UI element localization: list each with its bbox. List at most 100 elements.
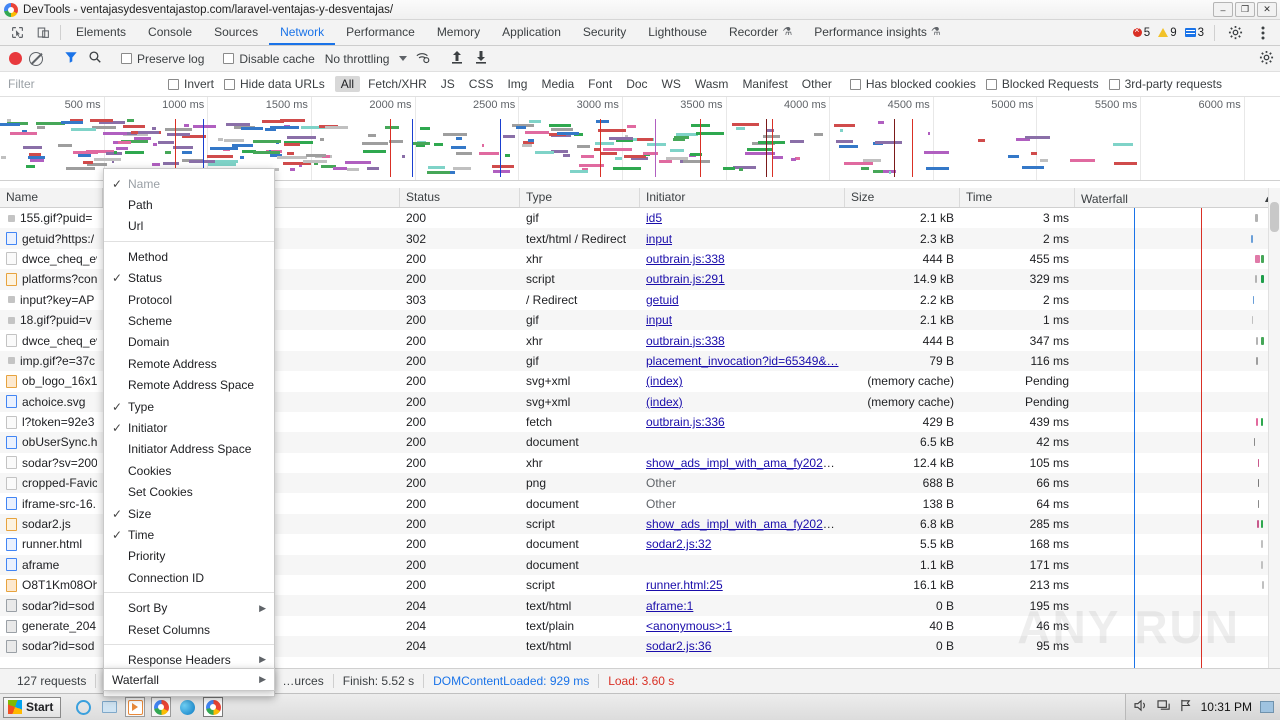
table-row[interactable]: aframe 200 document 1.1 kB 171 ms bbox=[0, 554, 1280, 576]
table-scrollbar[interactable] bbox=[1268, 188, 1280, 668]
cell-initiator[interactable]: input bbox=[640, 313, 845, 327]
context-menu-item-initiator-address-space[interactable]: Initiator Address Space bbox=[104, 439, 274, 460]
cell-initiator-link[interactable]: runner.html:25 bbox=[646, 578, 723, 593]
context-menu-item-type[interactable]: ✓ Type bbox=[104, 396, 274, 417]
network-settings-icon[interactable] bbox=[1259, 50, 1280, 68]
context-menu-item-remote-address-space[interactable]: Remote Address Space bbox=[104, 375, 274, 396]
column-context-menu[interactable]: ✓ Name Path Url Method ✓ Status Protocol Scheme D… bbox=[103, 168, 275, 697]
cell-initiator[interactable]: outbrain.js:291 bbox=[640, 272, 845, 286]
tab-performance-insights[interactable]: Performance insights ⚗ bbox=[803, 20, 952, 45]
cell-initiator[interactable]: sodar2.js:32 bbox=[640, 537, 845, 551]
tab-lighthouse[interactable]: Lighthouse bbox=[637, 20, 718, 45]
context-menu-item-name[interactable]: ✓ Name bbox=[104, 173, 274, 194]
cell-initiator-link[interactable]: sodar2.js:36 bbox=[646, 639, 712, 654]
cell-initiator-link[interactable]: outbrain.js:291 bbox=[646, 272, 725, 287]
context-menu-item-url[interactable]: Url bbox=[104, 216, 274, 237]
cell-initiator-link[interactable]: show_ads_impl_with_ama_fy2021.j… bbox=[646, 455, 845, 470]
blocked-requests-checkbox[interactable]: Blocked Requests bbox=[985, 77, 1099, 91]
table-row[interactable]: l?token=92e3c_5176_1710…3493&…200fetchou… bbox=[0, 412, 1280, 432]
cell-initiator[interactable]: aframe:1 bbox=[640, 599, 845, 613]
filter-type-ws[interactable]: WS bbox=[661, 77, 681, 91]
hide-data-urls-checkbox[interactable]: Hide data URLs bbox=[224, 77, 325, 91]
table-row[interactable]: platforms?conasydesven…ntajastop…200scri… bbox=[0, 269, 1280, 290]
cell-initiator-link[interactable]: outbrain.js:338 bbox=[646, 251, 725, 266]
taskbar-chrome-icon[interactable] bbox=[151, 697, 172, 717]
chevron-down-icon[interactable] bbox=[399, 56, 408, 61]
cell-name[interactable]: input?key=AP bbox=[0, 293, 103, 307]
info-counter[interactable]: 3 bbox=[1182, 27, 1207, 39]
column-header-initiator[interactable]: Initiator bbox=[640, 188, 845, 207]
tab-application[interactable]: Application bbox=[491, 20, 572, 45]
filter-type-img[interactable]: Img bbox=[507, 77, 528, 91]
cell-name[interactable]: platforms?con bbox=[0, 272, 103, 286]
cell-initiator-link[interactable]: show_ads_impl_with_ama_fy2021.j… bbox=[646, 517, 845, 532]
network-overview-timeline[interactable]: 500 ms 1000 ms 1500 ms 2000 ms 2500 ms 3000 m… bbox=[0, 97, 1280, 181]
context-menu-item-reset-columns[interactable]: Reset Columns bbox=[104, 619, 274, 640]
cell-initiator[interactable]: <anonymous>:1 bbox=[640, 619, 845, 633]
context-menu-item-status[interactable]: ✓ Status bbox=[104, 268, 274, 289]
cell-initiator[interactable]: (index) bbox=[640, 395, 845, 409]
clock[interactable]: 10:31 PM bbox=[1200, 700, 1252, 714]
has-blocked-cookies-checkbox[interactable]: Has blocked cookies bbox=[849, 77, 976, 91]
context-menu-item-priority[interactable]: Priority bbox=[104, 546, 274, 567]
context-menu-item-connection-id[interactable]: Connection ID bbox=[104, 567, 274, 588]
throttling-select[interactable]: No throttling bbox=[324, 51, 390, 66]
tab-elements[interactable]: Elements bbox=[65, 20, 137, 45]
table-row[interactable]: 18.gif?puid=vpr_consent=…mU9…200gifinput… bbox=[0, 309, 1280, 331]
column-header-waterfall[interactable]: Waterfall ▲ bbox=[1075, 188, 1280, 207]
cell-initiator[interactable]: show_ads_impl_with_ama_fy2021.j… bbox=[640, 456, 845, 470]
import-har-icon[interactable] bbox=[450, 50, 464, 67]
cell-name[interactable]: sodar?sv=200 bbox=[0, 456, 103, 470]
third-party-requests-checkbox[interactable]: 3rd-party requests bbox=[1108, 77, 1222, 91]
tab-network[interactable]: Network bbox=[269, 20, 336, 45]
tab-console[interactable]: Console bbox=[137, 20, 203, 45]
table-row[interactable]: sodar?id=sod 204 text/html sodar2.js:36 0 B 9… bbox=[0, 636, 1280, 657]
table-row[interactable]: achoice.svg 200 svg+xml (index) (memory cach… bbox=[0, 391, 1280, 412]
maximize-button[interactable]: ❐ bbox=[1235, 2, 1255, 17]
cell-initiator[interactable]: runner.html:25 bbox=[640, 578, 845, 592]
start-button[interactable]: Start bbox=[3, 696, 62, 718]
device-toolbar-icon[interactable] bbox=[30, 20, 56, 45]
context-menu-item-size[interactable]: ✓ Size bbox=[104, 503, 274, 524]
context-menu-item-initiator[interactable]: ✓ Initiator bbox=[104, 417, 274, 438]
cell-initiator-link[interactable]: <anonymous>:1 bbox=[646, 619, 733, 633]
cell-name[interactable]: obUserSync.ht bbox=[0, 435, 103, 449]
table-row[interactable]: imp.gif?e=37c9c9225c24f…69e64e…200gifpla… bbox=[0, 350, 1280, 372]
cell-initiator-link[interactable]: input bbox=[646, 231, 673, 246]
taskbar-media-player-icon[interactable] bbox=[125, 697, 146, 717]
tab-performance[interactable]: Performance bbox=[335, 20, 426, 45]
cell-initiator[interactable]: show_ads_impl_with_ama_fy2021.j… bbox=[640, 517, 845, 531]
preserve-log-checkbox[interactable]: Preserve log bbox=[121, 52, 204, 66]
context-menu-item-method[interactable]: Method bbox=[104, 246, 274, 267]
cell-initiator-link[interactable]: input bbox=[646, 313, 673, 328]
cell-initiator[interactable]: id5 bbox=[640, 211, 845, 225]
filter-icon[interactable] bbox=[64, 50, 78, 67]
cell-name[interactable]: l?token=92e3 bbox=[0, 415, 103, 429]
context-menu-item-time[interactable]: ✓ Time bbox=[104, 524, 274, 545]
cell-name[interactable]: aframe bbox=[0, 558, 103, 572]
context-menu-item-cookies[interactable]: Cookies bbox=[104, 460, 274, 481]
taskbar-edge-icon[interactable] bbox=[177, 697, 197, 717]
context-menu-item-waterfall-overlay[interactable]: Waterfall ▶ bbox=[103, 668, 275, 691]
invert-checkbox[interactable]: Invert bbox=[168, 77, 214, 91]
cell-initiator[interactable]: outbrain.js:338 bbox=[640, 334, 845, 348]
record-button[interactable] bbox=[9, 52, 22, 65]
clear-icon[interactable] bbox=[29, 51, 43, 66]
cell-name[interactable]: iframe-src-16. bbox=[0, 497, 103, 511]
filter-type-css[interactable]: CSS bbox=[468, 77, 494, 91]
cell-initiator-link[interactable]: id5 bbox=[646, 211, 663, 226]
cell-name[interactable]: sodar?id=sod bbox=[0, 599, 103, 613]
filter-type-fetch-xhr[interactable]: Fetch/XHR bbox=[368, 77, 427, 91]
tab-sources[interactable]: Sources bbox=[203, 20, 269, 45]
column-header-status[interactable]: Status bbox=[400, 188, 520, 207]
table-row[interactable]: cropped-Favicng200pngOther688 B66 ms bbox=[0, 473, 1280, 494]
cell-initiator[interactable]: outbrain.js:336 bbox=[640, 415, 845, 429]
filter-input[interactable]: Filter bbox=[8, 77, 35, 91]
context-menu-item-domain[interactable]: Domain bbox=[104, 332, 274, 353]
table-row[interactable]: sodar2.js 200 script show_ads_impl_with_ama… bbox=[0, 513, 1280, 535]
network-conditions-icon[interactable] bbox=[415, 50, 431, 67]
taskbar-chrome-window-icon[interactable] bbox=[203, 697, 224, 717]
search-icon[interactable] bbox=[88, 50, 102, 67]
cell-initiator-link[interactable]: sodar2.js:32 bbox=[646, 537, 712, 552]
cell-name[interactable]: achoice.svg bbox=[0, 395, 103, 409]
